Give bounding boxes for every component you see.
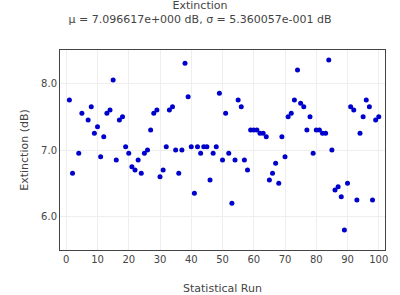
svg-text:70: 70 (279, 254, 292, 265)
svg-text:90: 90 (341, 254, 354, 265)
svg-text:Extinction (dB): Extinction (dB) (18, 109, 31, 191)
svg-text:50: 50 (216, 254, 229, 265)
svg-text:40: 40 (185, 254, 198, 265)
svg-text:6.0: 6.0 (41, 211, 57, 222)
svg-text:60: 60 (247, 254, 260, 265)
svg-text:0: 0 (63, 254, 69, 265)
svg-text:Statistical Run: Statistical Run (183, 282, 262, 295)
svg-text:10: 10 (91, 254, 104, 265)
svg-text:100: 100 (369, 254, 388, 265)
svg-text:Extinctionμ = 7.096617e+000 dB: Extinctionμ = 7.096617e+000 dB, σ = 5.36… (68, 0, 331, 26)
svg-text:30: 30 (154, 254, 167, 265)
svg-text:7.0: 7.0 (41, 145, 57, 156)
svg-text:20: 20 (122, 254, 135, 265)
svg-text:8.0: 8.0 (41, 78, 57, 89)
svg-text:80: 80 (310, 254, 323, 265)
